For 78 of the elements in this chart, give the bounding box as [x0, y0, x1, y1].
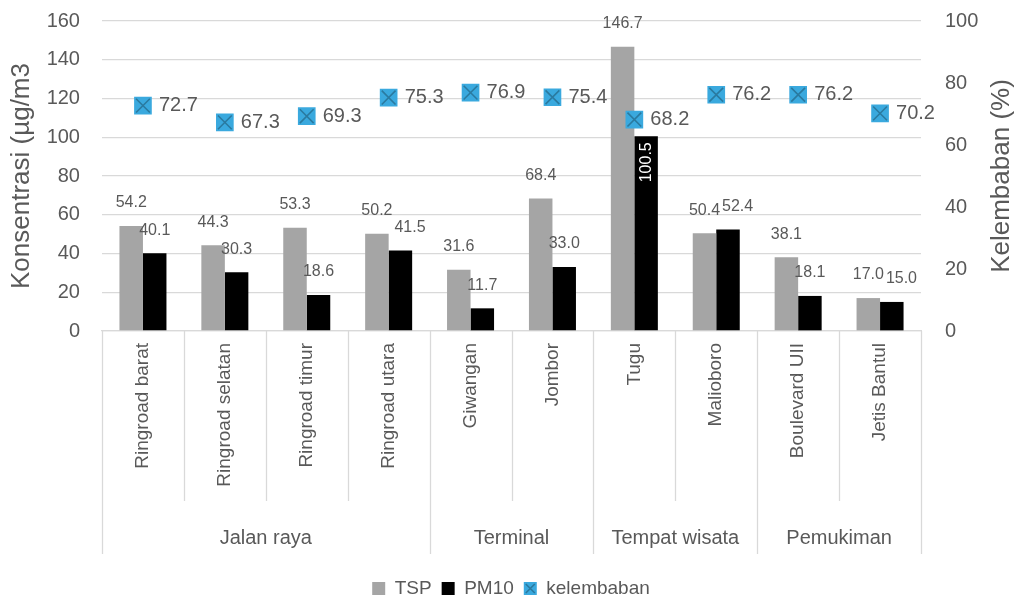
data-label: 100.5 — [636, 142, 654, 183]
data-label: 40.1 — [139, 220, 171, 238]
y2-tick-label: 80 — [945, 70, 968, 93]
data-label: 50.2 — [361, 201, 393, 219]
text: Jalan raya — [219, 525, 313, 548]
data-label: 52.4 — [722, 196, 754, 214]
x-tick-label: Giwangan — [458, 343, 480, 429]
data-label: 31.6 — [443, 237, 475, 255]
y2-tick-label: 20 — [945, 256, 968, 279]
y-tick-label: 0 — [68, 318, 80, 341]
y2-tick-label: 100 — [945, 8, 979, 31]
data-label: 38.1 — [770, 224, 803, 242]
bar — [856, 298, 881, 331]
y2-tick-label: 60 — [945, 132, 968, 155]
text: Pemukiman — [786, 525, 892, 548]
bar — [388, 250, 413, 331]
bar — [142, 253, 167, 331]
data-label: 69.3 — [322, 103, 362, 126]
data-label: 18.6 — [302, 262, 335, 280]
y-tick-label: 80 — [57, 163, 80, 186]
y2-tick-label: 0 — [945, 318, 957, 341]
data-label: 72.7 — [158, 93, 198, 116]
y-tick-label: 140 — [46, 47, 80, 70]
y-tick-label: 40 — [57, 241, 80, 264]
x-tick-label: Jombor — [540, 342, 562, 407]
y-tick-label: 100 — [46, 124, 80, 147]
legend-label: PM10 — [464, 576, 514, 598]
x-tick-label: Tugu — [622, 343, 644, 386]
data-label: 50.4 — [688, 200, 721, 218]
data-label: 18.1 — [794, 263, 826, 281]
x-tick-label: Ringroad selatan — [213, 343, 235, 487]
legend-label: kelembaban — [546, 576, 650, 598]
data-label: 15.0 — [885, 269, 918, 287]
y-axis-title: Konsentrasi (µg/m3 — [4, 63, 35, 289]
x-tick-label: Boulevard UII — [786, 343, 808, 459]
data-label: 41.5 — [394, 218, 426, 235]
y2-axis-title: Kelembaban (%) — [985, 79, 1016, 273]
bar — [610, 46, 635, 331]
text: Terminal — [473, 525, 550, 548]
bar — [634, 136, 658, 331]
bar — [552, 267, 576, 331]
bar — [692, 233, 717, 331]
data-label: 146.7 — [602, 14, 643, 32]
text: Tempat wisata — [611, 525, 741, 548]
x-tick-label: Malioboro — [704, 343, 726, 427]
data-label: 70.2 — [896, 100, 935, 123]
bar — [798, 295, 822, 331]
x-tick-label: Ringroad utara — [376, 342, 398, 469]
data-label: 11.7 — [467, 275, 498, 293]
data-label: 76.2 — [814, 82, 854, 105]
y-tick-label: 120 — [46, 86, 80, 109]
data-label: 54.2 — [115, 193, 147, 211]
x-tick-label: Ringroad timur — [294, 342, 316, 468]
data-label: 53.3 — [279, 195, 311, 213]
data-label: 44.3 — [197, 212, 229, 230]
x-tick-label: Ringroad barat — [131, 342, 153, 469]
legend-label: TSP — [394, 576, 432, 598]
data-label: 75.3 — [404, 85, 444, 108]
data-label: 67.3 — [240, 109, 280, 132]
y2-tick-label: 40 — [945, 194, 968, 217]
y-tick-label: 160 — [46, 8, 80, 31]
data-label: 76.2 — [732, 82, 772, 105]
bar — [306, 294, 331, 331]
data-label: 76.9 — [486, 80, 526, 103]
bar — [716, 229, 740, 331]
x-tick-label: Jetis Bantul — [868, 343, 890, 442]
y-tick-label: 20 — [57, 279, 80, 302]
data-label: 75.4 — [568, 84, 608, 107]
data-label: 68.4 — [525, 165, 557, 183]
bar — [224, 272, 249, 331]
bar — [880, 301, 904, 331]
y-tick-label: 60 — [57, 202, 80, 225]
data-label: 68.2 — [650, 107, 690, 130]
bar — [365, 233, 389, 331]
data-label: 33.0 — [548, 234, 580, 252]
data-label: 17.0 — [852, 265, 884, 283]
bar — [470, 308, 495, 331]
data-label: 30.3 — [221, 239, 253, 257]
